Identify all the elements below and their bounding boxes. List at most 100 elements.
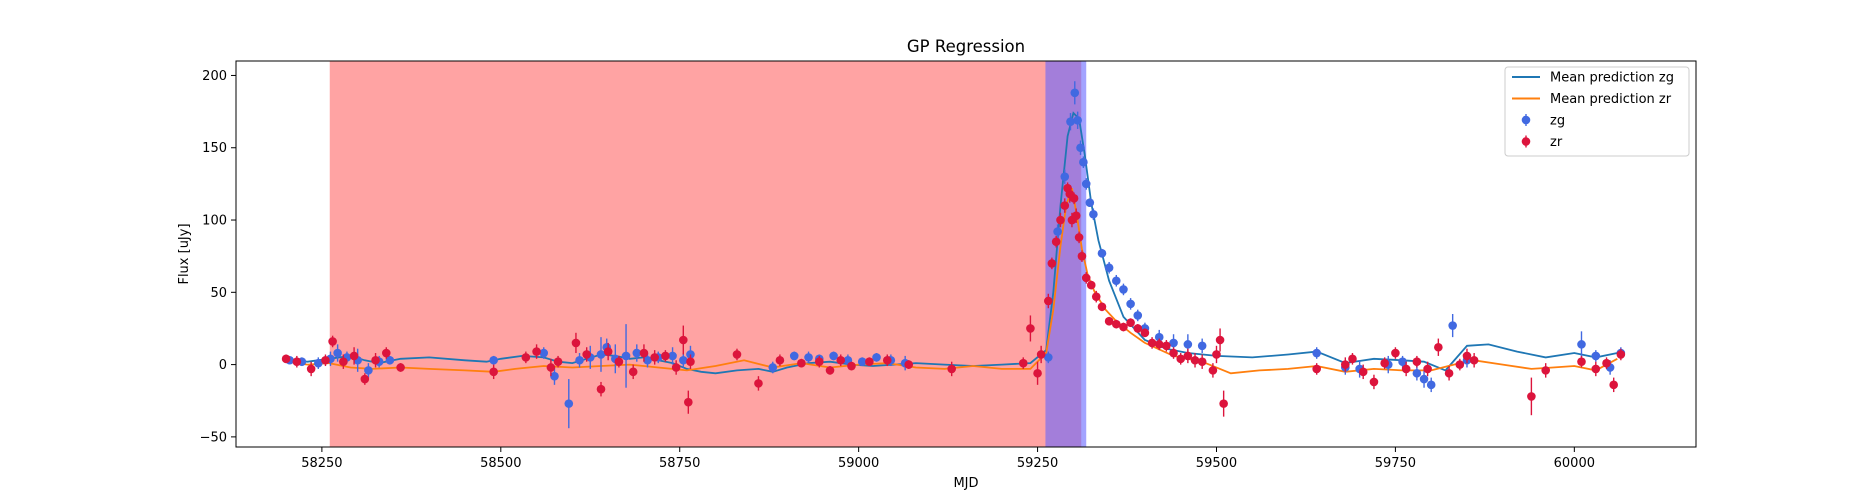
marker-zg (621, 351, 631, 361)
marker-zr (1133, 324, 1143, 333)
point-zr (1162, 340, 1171, 352)
marker-zr (1208, 366, 1218, 375)
point-zr (1044, 293, 1053, 309)
marker-zr (661, 351, 670, 361)
point-zg (1104, 261, 1114, 274)
point-zr (292, 355, 302, 368)
point-zg (1097, 248, 1107, 258)
marker-zg (1089, 209, 1098, 219)
point-zr (775, 354, 785, 367)
marker-zr (1140, 328, 1150, 338)
marker-zr (754, 379, 763, 388)
legend: Mean prediction zg Mean prediction zr zg zr (1504, 66, 1690, 157)
point-zg (829, 351, 838, 361)
point-zr (1341, 357, 1350, 372)
marker-zr (521, 353, 531, 362)
marker-zg (804, 353, 813, 362)
marker-zg (596, 350, 606, 359)
marker-zg (1426, 380, 1436, 390)
x-axis: 58250 58500 58750 59000 59250 59500 59750 60000 (301, 447, 1595, 471)
marker-zr (1215, 335, 1225, 345)
marker-zr (1026, 324, 1035, 333)
point-zg (679, 353, 688, 368)
point-zr (614, 355, 624, 368)
point-zr (1215, 328, 1225, 352)
point-zr (1609, 377, 1618, 393)
marker-zg (1577, 340, 1586, 349)
point-zg (1044, 351, 1053, 364)
marker-zg (1197, 341, 1207, 351)
marker-zr (360, 374, 370, 384)
marker-zr (582, 350, 591, 359)
point-zr (328, 335, 337, 348)
x-tick-label: 59000 (838, 456, 879, 471)
point-zr (1119, 322, 1128, 332)
point-zg (1073, 111, 1082, 129)
marker-zg (1183, 340, 1193, 349)
marker-zr (1212, 350, 1221, 359)
point-zr (349, 347, 359, 365)
marker-zr (614, 357, 624, 367)
marker-zr (904, 360, 914, 369)
marker-zg (489, 355, 498, 365)
point-zr (1455, 358, 1465, 371)
marker-zg (857, 357, 867, 367)
point-zr (1541, 363, 1551, 378)
marker-zg (668, 351, 677, 361)
point-zr (582, 347, 591, 362)
point-zg (1126, 298, 1135, 310)
line-mean-prediction-zr (285, 187, 1618, 375)
marker-zr (1176, 354, 1186, 364)
marker-zg (1126, 299, 1135, 309)
point-zr (1616, 348, 1626, 361)
legend-label: zg (1550, 114, 1565, 129)
marker-zg (1104, 263, 1114, 273)
marker-zg (1591, 351, 1601, 361)
marker-zr (1444, 368, 1454, 378)
point-zr (1358, 364, 1368, 380)
point-zr (847, 361, 856, 371)
point-zr (661, 350, 670, 362)
marker-zr (836, 355, 846, 365)
point-zr (1147, 337, 1157, 349)
point-zr (754, 376, 763, 391)
marker-zr (339, 357, 348, 367)
point-zr (1183, 348, 1193, 364)
legend-marker-swatch (1521, 137, 1531, 146)
point-zr (1312, 363, 1321, 375)
point-zr (371, 353, 380, 368)
red-region (329, 61, 1082, 447)
x-tick-label: 58500 (480, 456, 521, 471)
marker-zr (1358, 367, 1368, 377)
point-zr (1169, 347, 1178, 359)
marker-zr (1219, 399, 1228, 408)
legend-label: zr (1550, 135, 1563, 150)
marker-zr (1577, 357, 1586, 367)
point-zr (1462, 348, 1472, 364)
point-zr (1423, 361, 1432, 377)
marker-zg (314, 358, 323, 368)
marker-zr (281, 354, 291, 364)
point-zr (1140, 328, 1150, 338)
point-zr (882, 354, 892, 367)
marker-zr (1527, 392, 1536, 401)
marker-zr (1086, 280, 1096, 290)
marker-zg (1111, 276, 1121, 286)
point-zr (650, 350, 659, 365)
marker-zg (539, 348, 549, 358)
marker-zr (1097, 302, 1107, 312)
point-zr (1133, 324, 1143, 333)
plot-frame (235, 60, 1697, 448)
legend-entry-zg: zg (1521, 114, 1565, 129)
legend-entry-zr: zr (1521, 135, 1563, 150)
marker-zr (371, 355, 380, 365)
point-zr (1036, 345, 1046, 364)
marker-zr (381, 348, 391, 358)
marker-zg (333, 348, 342, 358)
shaded-regions (329, 61, 1087, 447)
marker-zg (575, 355, 584, 365)
marker-zr (882, 355, 892, 365)
marker-zg (1133, 311, 1143, 320)
point-zg (1197, 338, 1207, 354)
marker-zg (789, 351, 799, 361)
